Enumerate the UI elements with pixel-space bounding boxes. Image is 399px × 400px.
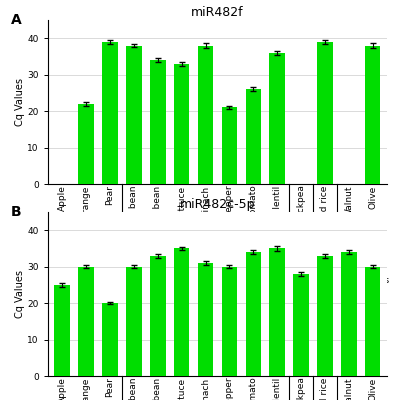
Bar [293, 274, 309, 376]
Bar [198, 46, 213, 184]
Bar [365, 46, 381, 184]
Bar [54, 285, 70, 376]
Bar [102, 303, 118, 376]
Title: miR482f: miR482f [191, 6, 244, 19]
Bar [317, 256, 333, 376]
Bar [174, 64, 190, 184]
Bar [221, 108, 237, 184]
Text: Fats and oils: Fats and oils [333, 276, 389, 285]
Bar [269, 53, 285, 184]
Bar [78, 267, 94, 376]
Bar [341, 252, 357, 376]
Bar [150, 256, 166, 376]
Bar [102, 42, 118, 184]
Text: Cereals: Cereals [308, 276, 342, 285]
Bar [245, 252, 261, 376]
Text: Vegetables and greens: Vegetables and greens [142, 276, 245, 285]
Text: A: A [10, 14, 21, 28]
Bar [245, 89, 261, 184]
Bar [317, 42, 333, 184]
Y-axis label: Cq Values: Cq Values [15, 78, 25, 126]
Bar [78, 104, 94, 184]
Text: B: B [10, 206, 21, 220]
Bar [221, 267, 237, 376]
Y-axis label: Cq Values: Cq Values [15, 270, 25, 318]
Bar [150, 60, 166, 184]
Bar [126, 267, 142, 376]
Bar [198, 263, 213, 376]
Bar [269, 248, 285, 376]
Text: Fruits: Fruits [74, 276, 99, 285]
Text: Legumes: Legumes [269, 276, 310, 285]
Title: miR482c-5p: miR482c-5p [180, 198, 255, 211]
Bar [365, 267, 381, 376]
Bar [126, 46, 142, 184]
Bar [174, 248, 190, 376]
